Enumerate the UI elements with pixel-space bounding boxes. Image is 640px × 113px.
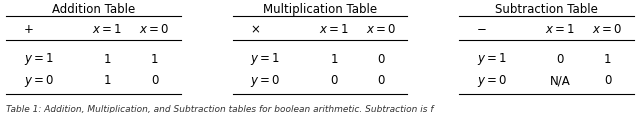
Text: 0: 0 [151,74,158,86]
Text: 1: 1 [104,52,111,65]
Text: 1: 1 [604,52,611,65]
Text: $x = 0$: $x = 0$ [140,23,170,36]
Text: $x = 1$: $x = 1$ [545,23,575,36]
Text: $y = 1$: $y = 1$ [250,51,280,67]
Text: $x = 0$: $x = 0$ [366,23,396,36]
Text: +: + [24,23,34,36]
Text: Table 1: Addition, Multiplication, and Subtraction tables for boolean arithmetic: Table 1: Addition, Multiplication, and S… [6,104,434,113]
Text: Multiplication Table: Multiplication Table [263,3,377,15]
Text: $y = 0$: $y = 0$ [477,72,507,88]
Text: Subtraction Table: Subtraction Table [495,3,598,15]
Text: 0: 0 [557,52,564,65]
Text: 1: 1 [104,74,111,86]
Text: 0: 0 [330,74,338,86]
Text: $x = 0$: $x = 0$ [592,23,623,36]
Text: −: − [477,23,486,36]
Text: $y = 1$: $y = 1$ [24,51,54,67]
Text: 0: 0 [378,52,385,65]
Text: $x = 1$: $x = 1$ [319,23,349,36]
Text: 1: 1 [151,52,158,65]
Text: $y = 0$: $y = 0$ [250,72,280,88]
Text: N/A: N/A [550,74,571,86]
Text: 0: 0 [604,74,611,86]
Text: 0: 0 [378,74,385,86]
Text: 1: 1 [330,52,338,65]
Text: $y = 1$: $y = 1$ [477,51,507,67]
Text: $y = 0$: $y = 0$ [24,72,54,88]
Text: ×: × [250,23,260,36]
Text: Addition Table: Addition Table [52,3,135,15]
Text: $x = 1$: $x = 1$ [92,23,122,36]
